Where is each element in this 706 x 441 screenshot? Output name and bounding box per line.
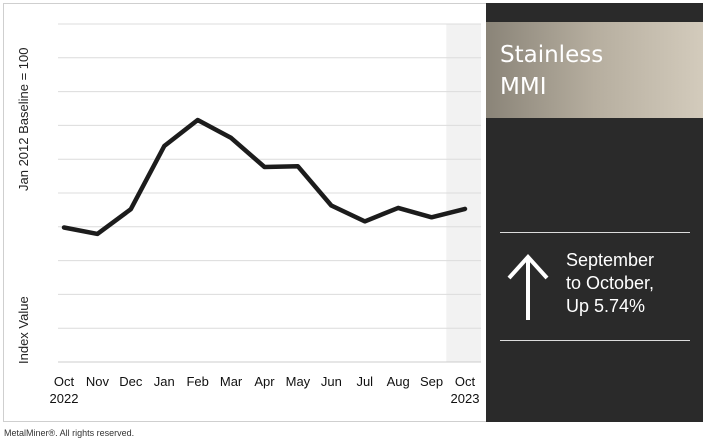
x-tick-label: May: [286, 374, 311, 389]
x-tick-label: Feb: [186, 374, 208, 389]
x-tick-label: Aug: [387, 374, 410, 389]
x-tick-label: Oct: [455, 374, 476, 389]
x-tick-year-label: 2022: [50, 391, 79, 406]
title-line-stainless: Stainless: [500, 42, 604, 68]
x-tick-label: Mar: [220, 374, 243, 389]
x-tick-label: Apr: [254, 374, 275, 389]
change-summary: September to October, Up 5.74%: [566, 249, 654, 318]
title-box: Stainless MMI: [486, 22, 703, 118]
series-line: [61, 117, 468, 237]
copyright-footer: MetalMiner®. All rights reserved.: [4, 428, 135, 438]
title-line-mmi: MMI: [500, 74, 547, 100]
change-line-percent: Up 5.74%: [566, 296, 646, 316]
change-line-months-from: September: [566, 250, 655, 270]
info-panel: Stainless MMI September to October, Up 5…: [486, 3, 703, 422]
x-tick-label: Oct: [54, 374, 75, 389]
x-tick-label: Jun: [321, 374, 342, 389]
y-axis-label-index-value: Index Value: [16, 296, 31, 364]
x-tick-label: Nov: [86, 374, 110, 389]
x-tick-year-label: 2023: [451, 391, 480, 406]
x-tick-label: Dec: [119, 374, 143, 389]
x-tick-label: Jan: [154, 374, 175, 389]
divider-top: [500, 232, 690, 233]
x-tick-label: Sep: [420, 374, 443, 389]
divider-bottom: [500, 340, 690, 341]
change-line-months-to: to October,: [566, 273, 655, 293]
x-tick-label: Jul: [356, 374, 373, 389]
up-arrow-icon: [507, 254, 549, 320]
y-axis-label-baseline: Jan 2012 Baseline = 100: [16, 47, 31, 191]
